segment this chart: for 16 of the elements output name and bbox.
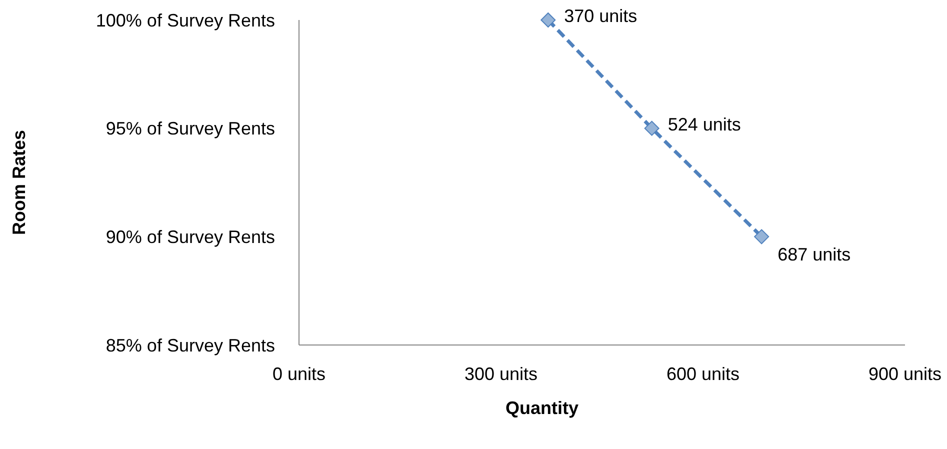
annotation: 370 units: [564, 6, 638, 26]
y-tick-label: 95% of Survey Rents: [106, 118, 275, 139]
x-tick-label: 0 units: [272, 364, 326, 384]
point: [540, 12, 556, 28]
point: [644, 120, 660, 136]
y-tick-label: 100% of Survey Rents: [96, 10, 275, 30]
point: [754, 229, 770, 244]
annotation: 524 units: [668, 114, 741, 134]
y-tick-label: 90% of Survey Rents: [106, 226, 275, 247]
x-axis-title: Quantity: [505, 398, 579, 418]
x-tick-label: 900 units: [868, 364, 942, 384]
y-axis-title: Room Rates: [9, 130, 29, 236]
x-tick-label: 300 units: [464, 364, 538, 384]
annotation: 687 units: [778, 244, 851, 265]
x-tick-label: 600 units: [666, 364, 740, 384]
y-tick-label: 85% of Survey Rents: [106, 335, 275, 356]
